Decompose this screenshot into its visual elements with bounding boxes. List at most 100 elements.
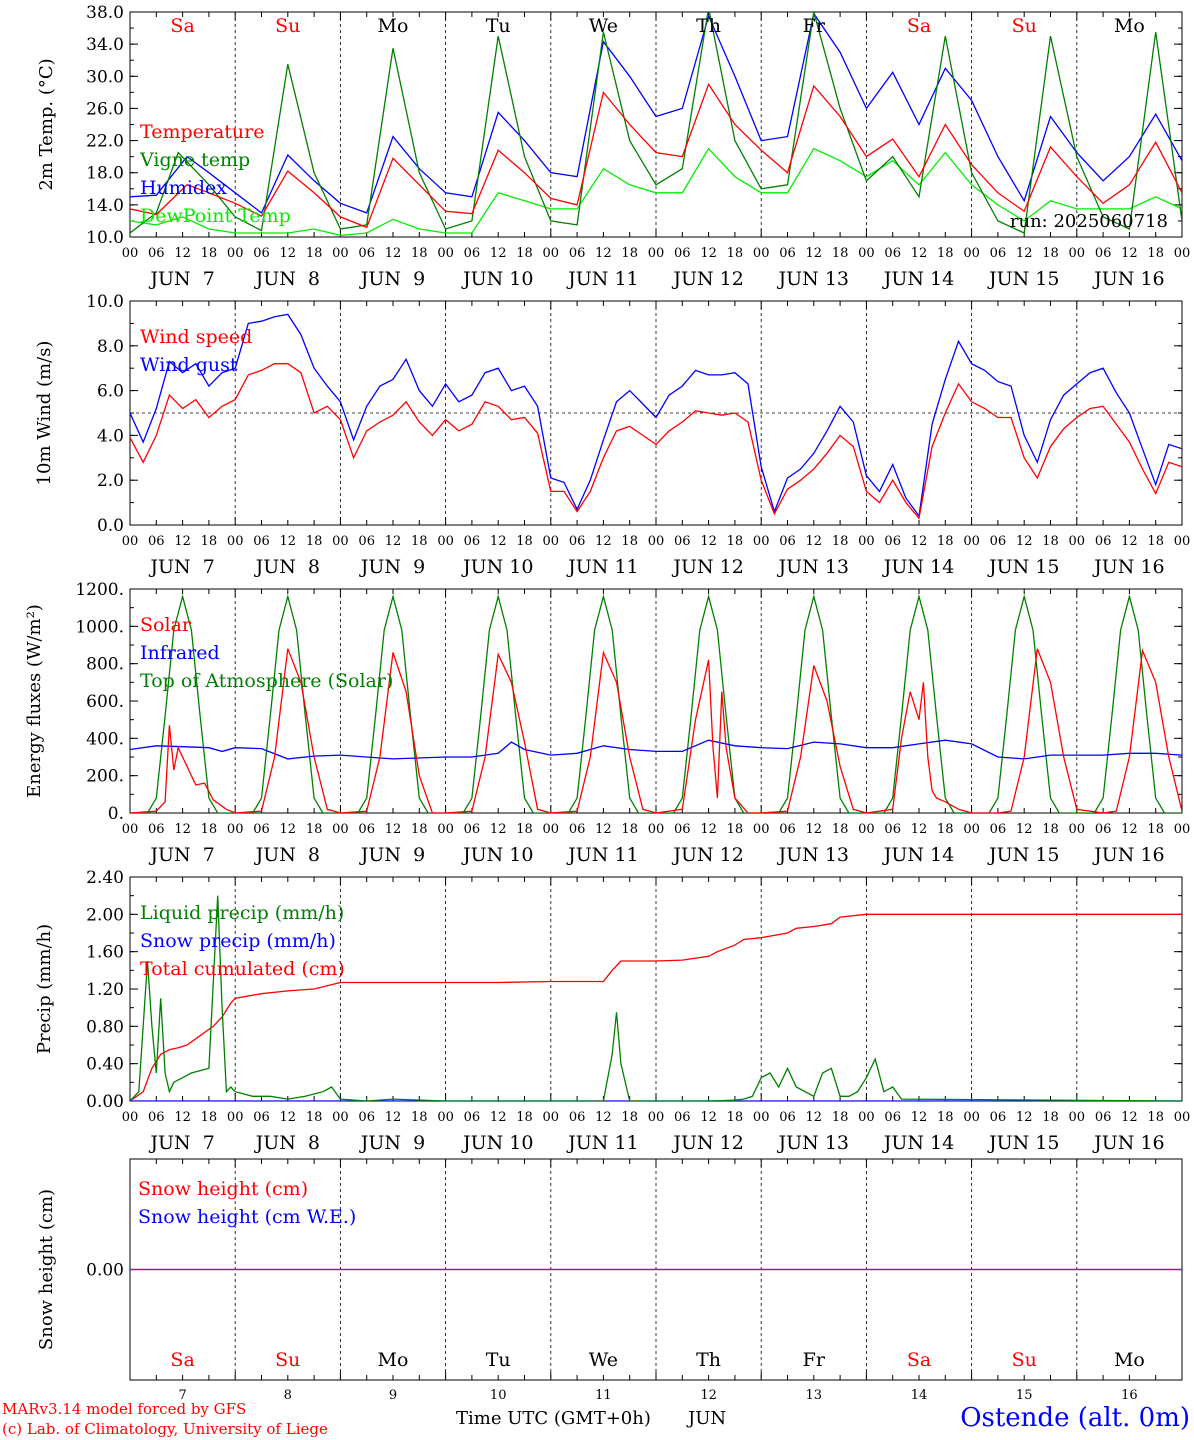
date-label: JUN 12	[671, 556, 743, 578]
weekday-label: Su	[1012, 1349, 1037, 1371]
hour-tick-label: 06	[779, 822, 796, 837]
hour-tick-label: 18	[201, 246, 218, 261]
hour-tick-label: 00	[753, 822, 770, 837]
date-label: JUN 9	[359, 1132, 425, 1154]
hour-tick-label: 12	[806, 534, 823, 549]
y-tick-label: 1.20	[86, 980, 124, 1000]
hour-tick-label: 18	[516, 822, 533, 837]
station-label: Ostende (alt. 0m)	[960, 1403, 1190, 1433]
day-number-label: 8	[284, 1388, 292, 1403]
day-number-label: 9	[389, 1388, 397, 1403]
hour-tick-label: 06	[884, 534, 901, 549]
hour-tick-label: 18	[1147, 822, 1164, 837]
legend-entry: Snow precip (mm/h)	[140, 930, 336, 952]
hour-tick-label: 12	[595, 822, 612, 837]
panel-wind: 0.0 2.0 4.0 6.0 8.0 10.0 10m Wind (m/s) Wind sp…	[34, 292, 1190, 578]
hour-tick-label: 06	[464, 1110, 481, 1125]
hour-tick-label: 18	[1042, 1110, 1059, 1125]
hour-tick-label: 06	[1095, 822, 1112, 837]
hour-tick-label: 00	[227, 246, 244, 261]
y-tick-label: 1000.	[75, 617, 124, 637]
date-label: JUN 16	[1092, 844, 1164, 866]
date-label: JUN 11	[566, 556, 638, 578]
date-label: JUN 9	[359, 556, 425, 578]
hour-tick-label: 18	[1147, 1110, 1164, 1125]
date-label: JUN 10	[461, 556, 533, 578]
hour-tick-label: 00	[227, 1110, 244, 1125]
series-line-temperature	[130, 82, 1182, 229]
hour-tick-label: 12	[1016, 1110, 1033, 1125]
hour-tick-label: 00	[648, 1110, 665, 1125]
hour-tick-label: 06	[990, 822, 1007, 837]
hour-tick-label: 18	[1147, 534, 1164, 549]
hour-tick-label: 00	[543, 246, 560, 261]
y-axis-label: Precip (mm/h)	[34, 924, 55, 1054]
hour-tick-label: 18	[727, 534, 744, 549]
date-label: JUN 12	[671, 1132, 743, 1154]
y-tick-label: 38.0	[86, 3, 124, 23]
hour-tick-label: 06	[1095, 246, 1112, 261]
weekday-label: Mo	[1114, 15, 1145, 37]
hour-tick-label: 12	[595, 1110, 612, 1125]
legend-entry: Temperature	[140, 121, 264, 143]
hour-tick-label: 00	[437, 246, 454, 261]
date-label: JUN 11	[566, 844, 638, 866]
weekday-label: Sa	[170, 15, 194, 37]
hour-tick-label: 00	[332, 246, 349, 261]
date-label: JUN 8	[254, 556, 320, 578]
day-number-label: 15	[1016, 1388, 1033, 1403]
y-tick-label: 0.00	[86, 1261, 124, 1281]
date-label: JUN 15	[987, 268, 1059, 290]
hour-tick-label: 00	[648, 534, 665, 549]
date-label: JUN 16	[1092, 268, 1164, 290]
hour-tick-label: 06	[674, 534, 691, 549]
hour-tick-label: 18	[306, 246, 323, 261]
date-label: JUN 16	[1092, 1132, 1164, 1154]
hour-tick-label: 06	[464, 534, 481, 549]
date-label: JUN 8	[254, 268, 320, 290]
hour-tick-label: 12	[174, 1110, 191, 1125]
month-label: JUN	[686, 1408, 726, 1429]
legend-entry: Humidex	[140, 177, 227, 199]
hour-tick-label: 18	[411, 246, 428, 261]
hour-tick-label: 00	[1069, 1110, 1086, 1125]
y-tick-label: 0.80	[86, 1017, 124, 1037]
hour-tick-label: 00	[753, 1110, 770, 1125]
panel-precip: 0.00 0.40 0.80 1.20 1.60 2.00 2.40 Precip (mm/h…	[34, 868, 1190, 1154]
hour-tick-label: 18	[937, 822, 954, 837]
hour-tick-label: 18	[201, 534, 218, 549]
date-label: JUN 12	[671, 844, 743, 866]
weekday-label: Tu	[486, 15, 511, 37]
y-tick-label: 10.0	[86, 292, 124, 312]
day-number-label: 7	[178, 1388, 186, 1403]
hour-tick-label: 06	[464, 246, 481, 261]
hour-tick-label: 12	[280, 534, 297, 549]
y-tick-label: 10.0	[86, 228, 124, 248]
hour-tick-label: 06	[990, 534, 1007, 549]
hour-tick-label: 06	[884, 1110, 901, 1125]
hour-tick-label: 00	[1069, 246, 1086, 261]
hour-tick-label: 06	[253, 1110, 270, 1125]
weekday-label: Th	[696, 15, 721, 37]
weekday-label: Mo	[1114, 1349, 1145, 1371]
hour-tick-label: 06	[779, 534, 796, 549]
date-label: JUN 16	[1092, 556, 1164, 578]
date-label: JUN 14	[882, 1132, 954, 1154]
legend-entry: DewPoint Temp	[140, 205, 291, 227]
y-tick-label: 600.	[86, 692, 124, 712]
hour-tick-label: 12	[280, 1110, 297, 1125]
date-label: JUN 14	[882, 556, 954, 578]
y-axis-label: 2m Temp. (°C)	[36, 58, 57, 190]
hour-tick-label: 00	[543, 534, 560, 549]
hour-tick-label: 00	[122, 1110, 139, 1125]
hour-tick-label: 12	[700, 822, 717, 837]
hour-tick-label: 18	[1042, 534, 1059, 549]
y-tick-label: 2.00	[86, 905, 124, 925]
hour-tick-label: 12	[1121, 246, 1138, 261]
series-line-total-cumulated-cm-	[130, 913, 1182, 1101]
legend-entry: Vigne temp	[139, 149, 250, 171]
hour-tick-label: 06	[990, 1110, 1007, 1125]
date-label: JUN 10	[461, 268, 533, 290]
hour-tick-label: 06	[464, 822, 481, 837]
y-tick-label: 4.0	[97, 426, 124, 446]
